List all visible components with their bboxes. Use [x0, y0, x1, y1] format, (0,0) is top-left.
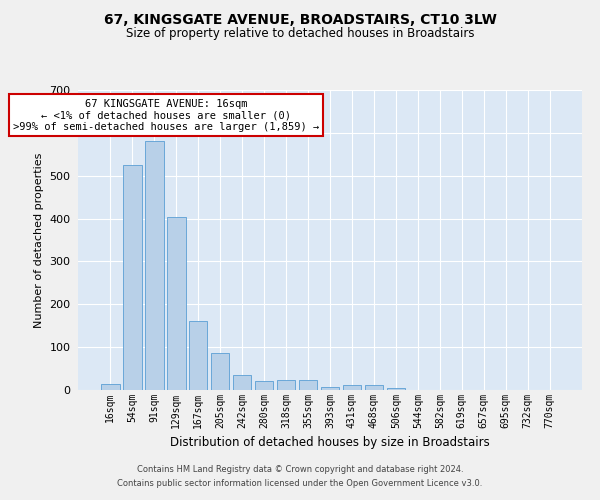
Bar — [145, 142, 164, 390]
Text: 67, KINGSGATE AVENUE, BROADSTAIRS, CT10 3LW: 67, KINGSGATE AVENUE, BROADSTAIRS, CT10 … — [104, 12, 496, 26]
Text: 67 KINGSGATE AVENUE: 16sqm
← <1% of detached houses are smaller (0)
>99% of semi: 67 KINGSGATE AVENUE: 16sqm ← <1% of deta… — [13, 98, 319, 132]
Bar — [386, 388, 405, 390]
Bar — [167, 218, 185, 390]
Bar — [277, 380, 295, 390]
Bar — [189, 320, 208, 390]
Bar — [211, 352, 229, 390]
Bar — [343, 386, 361, 390]
Bar — [299, 380, 317, 390]
X-axis label: Distribution of detached houses by size in Broadstairs: Distribution of detached houses by size … — [170, 436, 490, 450]
Text: Contains HM Land Registry data © Crown copyright and database right 2024.
Contai: Contains HM Land Registry data © Crown c… — [118, 466, 482, 487]
Y-axis label: Number of detached properties: Number of detached properties — [34, 152, 44, 328]
Bar — [101, 384, 119, 390]
Bar — [320, 386, 340, 390]
Bar — [233, 375, 251, 390]
Text: Size of property relative to detached houses in Broadstairs: Size of property relative to detached ho… — [126, 28, 474, 40]
Bar — [365, 386, 383, 390]
Bar — [123, 166, 142, 390]
Bar — [255, 380, 274, 390]
